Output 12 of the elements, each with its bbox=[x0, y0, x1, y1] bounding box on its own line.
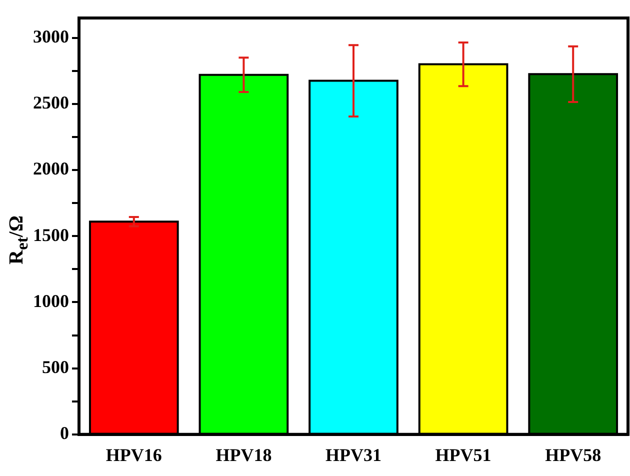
y-tick-label: 500 bbox=[42, 356, 69, 377]
y-tick-label: 2000 bbox=[33, 158, 69, 179]
x-tick-label: HPV58 bbox=[545, 444, 602, 465]
x-tick-label: HPV18 bbox=[216, 444, 272, 465]
y-tick-label: 2500 bbox=[33, 92, 69, 113]
x-tick-label: HPV51 bbox=[435, 444, 492, 465]
y-tick-label: 0 bbox=[60, 423, 69, 444]
y-tick-label: 1000 bbox=[33, 290, 69, 311]
y-tick-label: 1500 bbox=[33, 224, 69, 245]
x-tick-label: HPV16 bbox=[106, 444, 162, 465]
x-tick-label: HPV31 bbox=[326, 444, 382, 465]
y-tick-label: 3000 bbox=[33, 26, 69, 46]
